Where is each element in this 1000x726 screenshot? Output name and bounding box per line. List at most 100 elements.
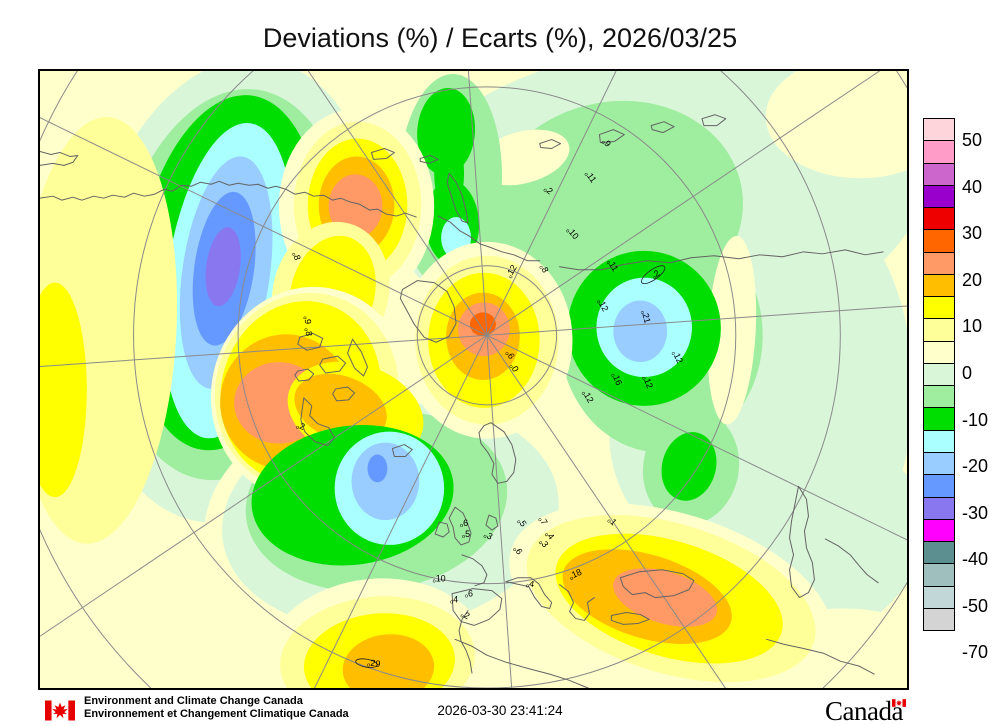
- coastline: [399, 280, 457, 343]
- region-blob: [328, 174, 383, 238]
- contour-label: o18: [567, 567, 583, 582]
- colorbar-swatch: [923, 229, 955, 253]
- contour-label: o10: [433, 574, 446, 585]
- contour-label: o5: [515, 516, 529, 529]
- contour-label: o1: [605, 515, 618, 528]
- coastline: [461, 554, 488, 587]
- contour-label: o4: [543, 529, 557, 542]
- colorbar-swatch: [923, 207, 955, 231]
- contour-label: o8: [302, 328, 314, 337]
- contour-label: o3: [537, 537, 551, 550]
- coastline: [300, 397, 336, 447]
- colorbar-tick-label: -70: [962, 642, 989, 663]
- contour-label: o0: [507, 362, 521, 374]
- org-name-en: Environment and Climate Change Canada: [84, 695, 303, 707]
- contour-label: o6: [460, 518, 468, 529]
- coastline: [446, 172, 469, 224]
- graticule: [40, 71, 907, 688]
- colorbar-swatch: [923, 541, 955, 565]
- contour-label: o5: [462, 529, 470, 540]
- canada-wordmark-text: Canada: [825, 696, 903, 726]
- coastline: [391, 444, 413, 457]
- contour-label: o12: [595, 297, 611, 314]
- colorbar-swatch: [923, 118, 955, 142]
- colorbar-tick-label: -10: [962, 409, 989, 430]
- region-blob: [765, 71, 907, 179]
- coastline: [297, 332, 324, 351]
- region-blob: [613, 568, 718, 627]
- colorbar-swatch: [923, 607, 955, 632]
- contour-label: o2: [542, 184, 555, 198]
- coastline: [478, 422, 517, 484]
- coastline: [539, 139, 562, 149]
- colorbar-tick-label: 40: [962, 176, 983, 197]
- coastline: [458, 610, 473, 674]
- colorbar-swatch: [923, 496, 955, 520]
- region-blob: [40, 282, 87, 498]
- colorbar-tick-label: 20: [962, 269, 983, 290]
- coastline: [419, 154, 439, 164]
- org-name-fr: Environnement et Changement Climatique C…: [84, 707, 349, 720]
- colorbar-tick-label: -20: [962, 456, 989, 477]
- colorbar-tick-label: -30: [962, 502, 989, 523]
- colorbar-swatch: [923, 251, 955, 275]
- coastline: [766, 638, 875, 675]
- contour-label: o4: [450, 595, 458, 606]
- contour-label: o9: [301, 316, 313, 325]
- coastline: [454, 638, 590, 688]
- colorbar-swatch: [923, 518, 955, 543]
- contour-label: o16: [609, 371, 624, 387]
- colorbar-swatch: [923, 407, 955, 431]
- contour-label: o6: [503, 349, 517, 361]
- contour-label: o21: [639, 309, 653, 324]
- coastline: [451, 588, 503, 626]
- contour-label: o12: [580, 388, 596, 405]
- contour-label: o7: [536, 515, 550, 527]
- contour-label: o3: [482, 529, 494, 543]
- coastline: [437, 215, 541, 262]
- colorbar-swatch: [923, 296, 955, 320]
- map-frame: o8 o9 o8 o12 o8 o9 o11 o2 o10 o11 o2 o12 o21 o12 o16 o1…: [38, 69, 909, 690]
- colorbar-swatch: [923, 451, 955, 476]
- coastline: [40, 180, 417, 218]
- colorbar: [923, 118, 955, 632]
- region-blob: [707, 236, 757, 425]
- contour-label: o12: [640, 374, 655, 390]
- coastline: [789, 485, 815, 599]
- region-blob: [342, 634, 435, 688]
- coastline: [619, 569, 695, 599]
- contour-label: o8: [290, 251, 303, 262]
- colorbar-swatch: [923, 162, 955, 186]
- coastline: [505, 577, 553, 610]
- colorbar-swatch: [923, 429, 955, 453]
- region-blob: [205, 227, 241, 307]
- coastline: [347, 338, 368, 377]
- colorbar-swatch: [923, 140, 955, 164]
- deviation-regions: [40, 71, 907, 688]
- colorbar-swatch: [923, 474, 955, 498]
- colorbar-tick-label: 0: [962, 363, 973, 384]
- contour-label: o29: [367, 657, 381, 670]
- coastline: [598, 129, 625, 144]
- wordmark-flag-icon: [892, 699, 906, 707]
- contour-label: o2: [295, 420, 306, 433]
- coastline: [485, 514, 499, 531]
- coastline: [610, 611, 650, 625]
- coastline: [448, 506, 472, 546]
- colorbar-tick-label: 10: [962, 316, 983, 337]
- colorbar-tick-label: -50: [962, 595, 989, 616]
- region-blob: [613, 300, 668, 363]
- coastlines: [40, 114, 884, 688]
- region-blob: [294, 373, 387, 442]
- contour-lines: [355, 265, 666, 668]
- coastline: [319, 355, 347, 374]
- contour-label: o12: [504, 263, 520, 280]
- colorbar-tick-label: 50: [962, 130, 983, 151]
- contour-label: o6: [465, 589, 473, 600]
- contour-label: o2: [649, 268, 662, 282]
- colorbar-tick-label: -40: [962, 549, 989, 570]
- region-blob: [661, 432, 717, 501]
- colorbar-swatch: [923, 362, 955, 387]
- coastline: [40, 150, 79, 166]
